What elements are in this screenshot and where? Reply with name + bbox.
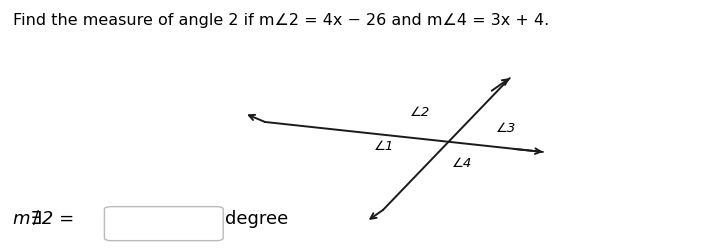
Text: ∠3: ∠3	[495, 121, 516, 135]
Text: Find the measure of angle 2 if m∠2 = 4x − 26 and m∠4 = 3x + 4.: Find the measure of angle 2 if m∠2 = 4x …	[13, 13, 549, 28]
Text: ∠2: ∠2	[410, 106, 430, 119]
Text: ∠4: ∠4	[452, 157, 472, 170]
FancyBboxPatch shape	[104, 207, 223, 241]
Text: ∠1: ∠1	[374, 140, 395, 153]
Text: m∄2 =: m∄2 =	[13, 210, 74, 228]
Text: degree: degree	[225, 210, 288, 228]
